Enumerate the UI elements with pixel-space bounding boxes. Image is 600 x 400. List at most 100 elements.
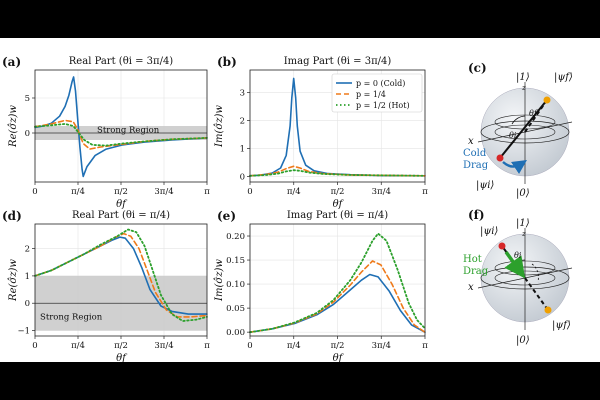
x-tick-label: 3π/4 (154, 187, 173, 197)
y-tick-label: 0.05 (226, 304, 245, 314)
series-line-3 (34, 123, 208, 147)
y-tick-label: 0 (25, 129, 30, 139)
x-tick-label: 3π/4 (372, 187, 391, 197)
x-axis-label: θf (116, 199, 128, 210)
y-axis-label: Re(σ̂z)w (8, 105, 19, 148)
x-tick-label: π/2 (331, 187, 345, 197)
y-tick-label: 0 (240, 172, 245, 182)
ket-1-f: |1⟩ (516, 218, 530, 229)
x-tick-label: π/2 (114, 341, 128, 351)
chart-title: Imag Part (θi = π/4) (287, 210, 388, 221)
chart-a: Strong Region 0 π/4 π/2 3π/4 π 0 5 Real Part (θi… (2, 55, 210, 210)
y-axis-label: Im(σ̂z)w (214, 105, 225, 148)
panel-label: (b) (217, 55, 237, 69)
axis-x-f: x (468, 282, 474, 293)
x-tick-label: π (422, 341, 428, 351)
hot-drag-label-f-2: Drag (463, 266, 489, 277)
chart-title: Real Part (θi = π/4) (72, 210, 170, 221)
x-axis-label: θf (333, 353, 345, 362)
y-tick-label: 0.00 (226, 328, 245, 338)
hot-drag-arrow-f (504, 250, 526, 279)
chart-title: Imag Part (θi = 3π/4) (284, 56, 392, 67)
figure-panel: Strong Region 0 π/4 π/2 3π/4 π 0 5 Real Part (θi… (0, 38, 600, 364)
chart-title: Real Part (θi = 3π/4) (69, 56, 174, 67)
panel-label-f: (f) (468, 208, 485, 222)
series-line-3 (34, 228, 208, 322)
x-tick-label: π/4 (287, 341, 301, 351)
panel-label: (a) (2, 55, 21, 69)
ket-final-f: |ψf⟩ (552, 320, 571, 331)
legend-entry-1: p = 0 (Cold) (356, 79, 405, 88)
x-tick-label: 3π/4 (154, 341, 173, 351)
y-tick-label: 2 (25, 245, 30, 255)
legend-box (331, 73, 423, 113)
bloch-sphere-c: (c) |1⟩ z |0⟩ |ψf⟩ |ψi⟩ x θi θf Cold Dra… (463, 61, 573, 199)
ket-0-f: |0⟩ (516, 335, 530, 346)
hot-drag-label-f-1: Hot (463, 254, 482, 265)
chart-e: 0 π/4 π/2 3π/4 π 0.00 0.05 0.10 0.15 0.20 Imag Par… (214, 209, 428, 364)
panel-label: (d) (2, 209, 22, 223)
x-tick-label: π/2 (114, 187, 128, 197)
x-tick-label: 0 (247, 187, 252, 197)
y-tick-label: −1 (17, 327, 30, 337)
series-line-2 (34, 119, 208, 150)
axis-z-f: z (521, 230, 526, 238)
axis-x-c: x (468, 136, 474, 147)
series-line-2 (249, 165, 426, 177)
y-tick-label: 0.10 (226, 280, 245, 290)
ket-final-c: |ψf⟩ (554, 72, 573, 83)
cold-drag-label-c-1: Cold (463, 148, 487, 159)
initial-vector-c (499, 99, 548, 159)
y-tick-label: 1 (240, 144, 245, 154)
ket-1-c: |1⟩ (516, 72, 530, 83)
y-tick-label: 0 (25, 299, 30, 309)
x-tick-label: π (204, 341, 210, 351)
ket-0-c: |0⟩ (516, 188, 530, 199)
x-tick-label: 0 (247, 341, 252, 351)
ket-initial-c: |ψi⟩ (476, 180, 494, 191)
ket-initial-f: |ψi⟩ (480, 226, 498, 237)
initial-state-dot-c (496, 154, 504, 162)
x-tick-label: π/4 (71, 187, 85, 197)
y-tick-label: 0.20 (226, 232, 245, 242)
x-tick-label: 0 (32, 187, 37, 197)
final-state-dot-f (544, 306, 552, 314)
y-tick-label: 2 (240, 116, 245, 126)
strong-region-label: Strong Region (97, 125, 160, 135)
cold-drag-arrow-c (502, 160, 527, 174)
y-axis-label: Im(σ̂z)w (214, 259, 225, 302)
y-tick-label: 5 (25, 94, 30, 104)
theta-i-label-f: θi (514, 251, 522, 260)
panel-label-c: (c) (468, 61, 487, 75)
swing-arc-f (531, 263, 539, 283)
y-axis-label: Re(σ̂z)w (8, 259, 19, 302)
y-tick-label: 0.15 (226, 256, 245, 266)
theta-i-label-c: θi (509, 131, 517, 140)
x-tick-label: 3π/4 (372, 341, 391, 351)
x-tick-label: π/4 (287, 187, 301, 197)
legend: p = 0 (Cold) p = 1/4 p = 1/2 (Hot) (331, 73, 423, 113)
x-tick-label: 0 (32, 341, 37, 351)
series-line-3 (249, 169, 426, 177)
strong-region-label: Strong Region (40, 313, 103, 323)
theta-f-label-c: θf (529, 109, 539, 118)
legend-entry-2: p = 1/4 (356, 90, 386, 99)
y-tick-label: 3 (240, 88, 245, 98)
x-tick-label: π (422, 187, 428, 197)
x-tick-label: π (204, 187, 210, 197)
final-state-dot-c (543, 96, 551, 104)
theta-arc-c (511, 115, 526, 125)
legend-entry-3: p = 1/2 (Hot) (356, 101, 410, 110)
cold-drag-label-c-2: Drag (463, 160, 489, 171)
x-axis-label: θf (116, 353, 128, 362)
x-axis-label: θf (333, 199, 345, 210)
x-tick-label: π/4 (71, 341, 85, 351)
panel-label: (e) (217, 209, 236, 223)
y-tick-label: 1 (25, 272, 30, 282)
bloch-sphere-f: (f) |1⟩ z |0⟩ |ψi⟩ |ψf⟩ x θi Hot Drag (463, 208, 573, 346)
series-line-3 (249, 232, 426, 334)
axis-z-c: z (521, 84, 526, 92)
x-tick-label: π/2 (331, 341, 345, 351)
